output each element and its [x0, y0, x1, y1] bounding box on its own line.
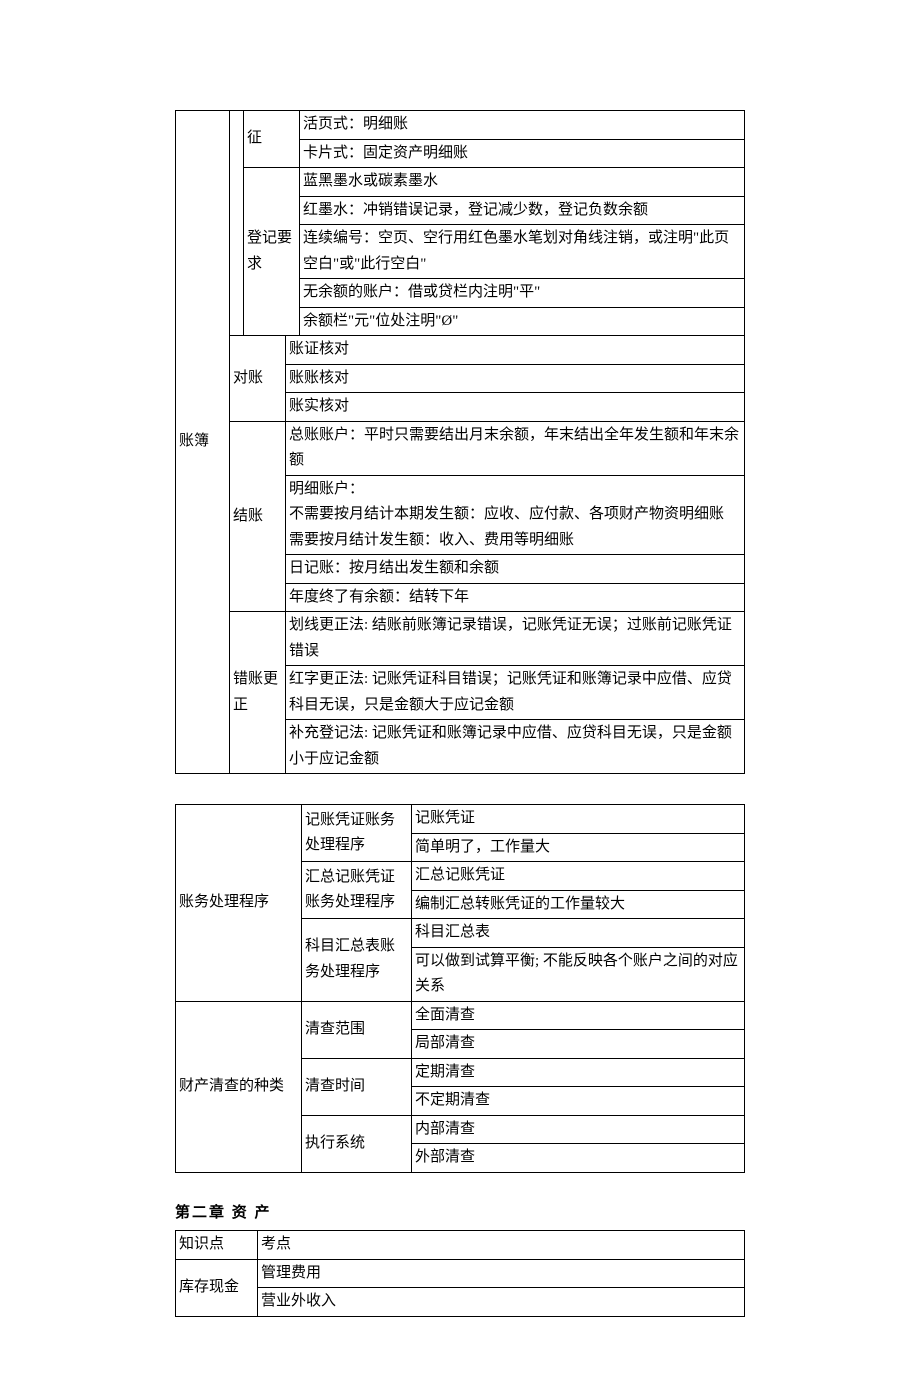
- table-row: 登记要求 蓝黑墨水或碳素墨水: [176, 168, 745, 197]
- cell-ledger: 账簿: [176, 111, 230, 774]
- cell: 日记账：按月结出发生额和余额: [286, 555, 745, 584]
- assets-table: 知识点 考点 库存现金 管理费用 营业外收入: [175, 1230, 745, 1317]
- cell: 局部清查: [412, 1030, 745, 1059]
- cell: 征: [244, 111, 300, 168]
- table-row: 错账更正 划线更正法: 结账前账簿记录错误，记账凭证无误；过账前记账凭证错误: [176, 612, 745, 666]
- chapter-heading: 第二章 资 产: [175, 1201, 745, 1227]
- cell: 不定期清查: [412, 1087, 745, 1116]
- cell: 简单明了，工作量大: [412, 833, 745, 862]
- cell: 登记要求: [244, 168, 300, 336]
- table-row: 结账 总账账户：平时只需要结出月末余额，年末结出全年发生额和年末余额: [176, 421, 745, 475]
- table-row: 账簿 征 活页式：明细账: [176, 111, 745, 140]
- cell: 明细账户： 不需要按月结计本期发生额：应收、应付款、各项财产物资明细账 需要按月…: [286, 475, 745, 555]
- cell: 财产清查的种类: [176, 1001, 302, 1172]
- cell: 全面清查: [412, 1001, 745, 1030]
- cell: 内部清查: [412, 1115, 745, 1144]
- cell: 汇总记账凭证账务处理程序: [302, 862, 412, 919]
- cell-header: 知识点: [176, 1231, 258, 1260]
- cell: 账实核对: [286, 393, 745, 422]
- cell: 库存现金: [176, 1259, 258, 1316]
- procedure-table: 账务处理程序 记账凭证账务处理程序 记账凭证 简单明了，工作量大 汇总记账凭证账…: [175, 804, 745, 1173]
- cell: 余额栏"元"位处注明"Ø": [300, 307, 745, 336]
- cell: 记账凭证账务处理程序: [302, 805, 412, 862]
- cell: 科目汇总表: [412, 919, 745, 948]
- cell: 可以做到试算平衡; 不能反映各个账户之间的对应关系: [412, 947, 745, 1001]
- cell: 蓝黑墨水或碳素墨水: [300, 168, 745, 197]
- cell: 错账更正: [230, 612, 286, 774]
- cell: 科目汇总表账务处理程序: [302, 919, 412, 1002]
- cell: 卡片式：固定资产明细账: [300, 139, 745, 168]
- cell: 账证核对: [286, 336, 745, 365]
- cell: 连续编号：空页、空行用红色墨水笔划对角线注销，或注明"此页空白"或"此行空白": [300, 225, 745, 279]
- table-row: 账务处理程序 记账凭证账务处理程序 记账凭证: [176, 805, 745, 834]
- cell: 外部清查: [412, 1144, 745, 1173]
- cell: 账务处理程序: [176, 805, 302, 1002]
- table-row: 财产清查的种类 清查范围 全面清查: [176, 1001, 745, 1030]
- cell: 记账凭证: [412, 805, 745, 834]
- document-page: 账簿 征 活页式：明细账 卡片式：固定资产明细账 登记要求 蓝黑墨水或碳素墨水 …: [0, 0, 920, 1397]
- cell: 清查范围: [302, 1001, 412, 1058]
- cell: 账账核对: [286, 364, 745, 393]
- table-row: 知识点 考点: [176, 1231, 745, 1260]
- cell: 管理费用: [258, 1259, 745, 1288]
- cell: 总账账户：平时只需要结出月末余额，年末结出全年发生额和年末余额: [286, 421, 745, 475]
- cell: [230, 111, 244, 336]
- cell-header: 考点: [258, 1231, 745, 1260]
- cell: 活页式：明细账: [300, 111, 745, 140]
- cell: 定期清查: [412, 1058, 745, 1087]
- cell: 划线更正法: 结账前账簿记录错误，记账凭证无误；过账前记账凭证错误: [286, 612, 745, 666]
- cell: 汇总记账凭证: [412, 862, 745, 891]
- cell: 执行系统: [302, 1115, 412, 1172]
- cell: 结账: [230, 421, 286, 612]
- table-row: 对账 账证核对: [176, 336, 745, 365]
- cell: 清查时间: [302, 1058, 412, 1115]
- ledger-table: 账簿 征 活页式：明细账 卡片式：固定资产明细账 登记要求 蓝黑墨水或碳素墨水 …: [175, 110, 745, 774]
- cell: 编制汇总转账凭证的工作量较大: [412, 890, 745, 919]
- cell: 红墨水：冲销错误记录，登记减少数，登记负数余额: [300, 196, 745, 225]
- cell: 无余额的账户：借或贷栏内注明"平": [300, 279, 745, 308]
- table-row: 库存现金 管理费用: [176, 1259, 745, 1288]
- cell: 红字更正法: 记账凭证科目错误；记账凭证和账簿记录中应借、应贷科目无误，只是金额…: [286, 666, 745, 720]
- cell: 对账: [230, 336, 286, 422]
- cell: 补充登记法: 记账凭证和账簿记录中应借、应贷科目无误，只是金额小于应记金额: [286, 720, 745, 774]
- cell: 年度终了有余额：结转下年: [286, 583, 745, 612]
